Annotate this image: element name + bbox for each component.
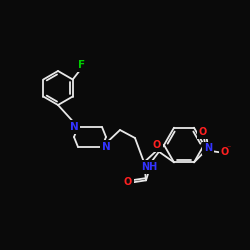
- Text: O: O: [153, 140, 161, 150]
- Text: N: N: [102, 142, 110, 152]
- Text: F: F: [78, 60, 85, 70]
- Text: NH: NH: [141, 162, 157, 172]
- Text: ⁻: ⁻: [227, 144, 231, 153]
- Text: O: O: [221, 147, 229, 157]
- Text: N: N: [70, 122, 78, 132]
- Text: O: O: [124, 177, 132, 187]
- Text: N: N: [204, 143, 212, 153]
- Text: O: O: [199, 127, 207, 137]
